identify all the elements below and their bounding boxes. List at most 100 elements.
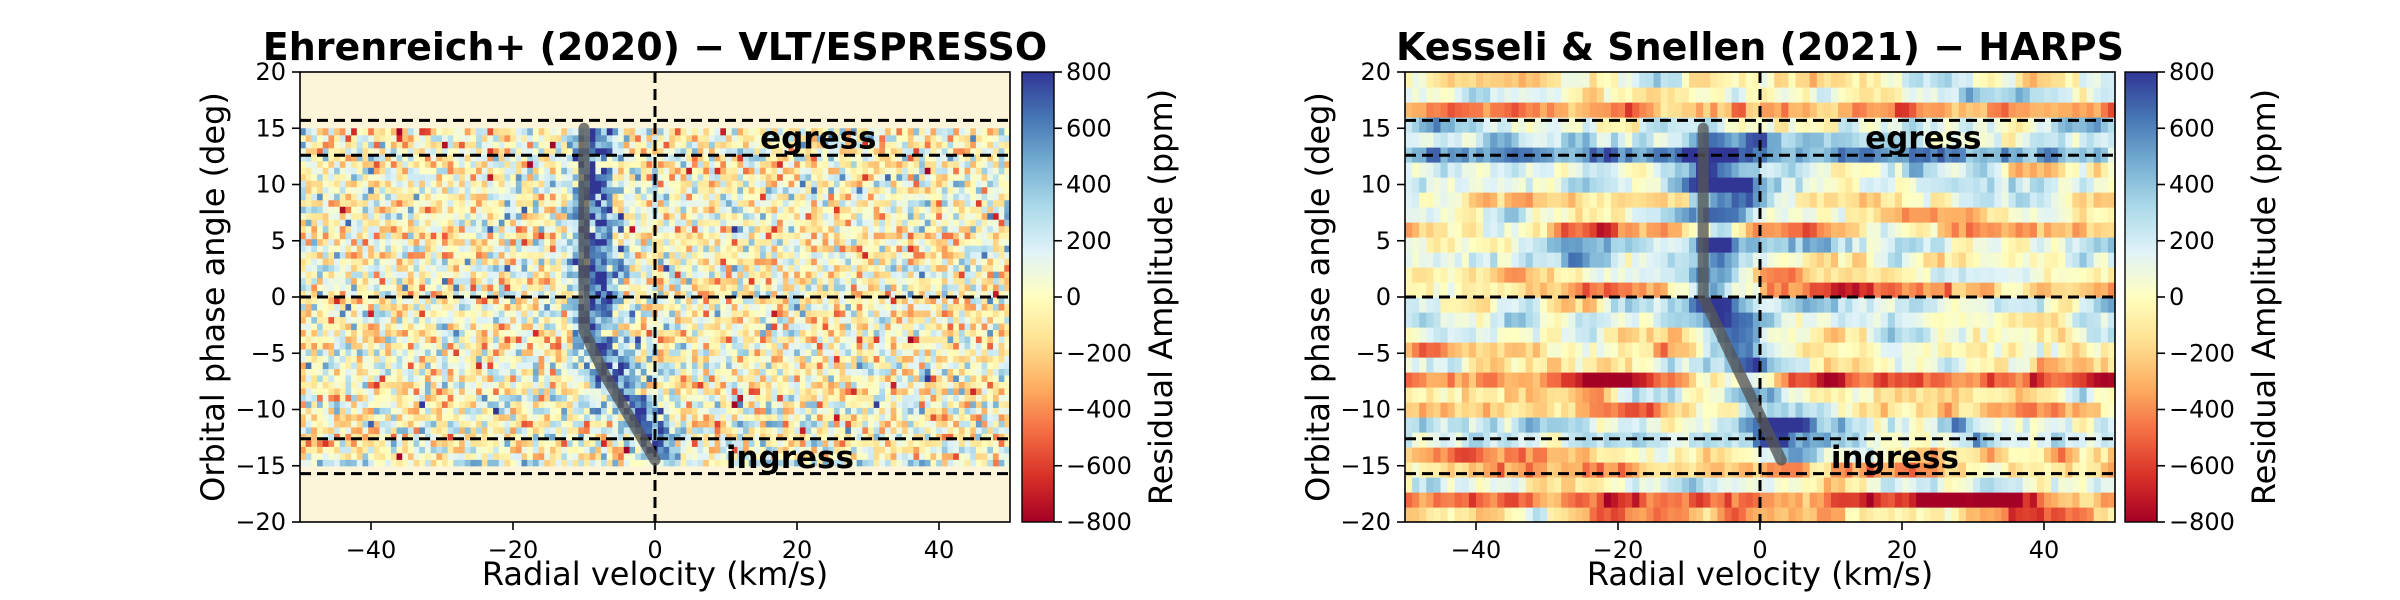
heatmap-cell	[549, 251, 557, 259]
heatmap-cell	[686, 316, 693, 324]
heatmap-cell	[476, 420, 483, 428]
heatmap-cell	[782, 258, 790, 266]
heatmap-cell	[635, 206, 642, 214]
heatmap-cell	[850, 290, 858, 298]
heatmap-cell	[924, 329, 932, 337]
heatmap-cell	[975, 271, 983, 279]
heatmap-cell	[964, 264, 971, 272]
heatmap-cell	[322, 394, 329, 402]
heatmap-cell	[532, 355, 540, 363]
heatmap-cell	[396, 316, 403, 324]
heatmap-cell	[351, 206, 358, 214]
heatmap-cell	[862, 387, 869, 395]
heatmap-cell	[339, 387, 347, 395]
heatmap-cell	[913, 290, 920, 298]
heatmap-cell	[566, 348, 574, 357]
heatmap-cell	[850, 329, 858, 337]
heatmap-cell	[538, 271, 545, 279]
heatmap-cell	[572, 284, 579, 292]
heatmap-cell	[896, 225, 903, 233]
heatmap-cell	[402, 459, 409, 467]
heatmap-cell	[464, 251, 471, 259]
heatmap-cell	[606, 452, 613, 460]
heatmap-cell	[777, 368, 784, 376]
heatmap-cell	[743, 316, 750, 324]
heatmap-cell	[544, 374, 551, 382]
heatmap-cell	[481, 212, 489, 220]
heatmap-cell	[515, 232, 523, 240]
heatmap-cell	[436, 348, 443, 357]
heatmap-cell	[998, 271, 1005, 279]
heatmap-cell	[731, 322, 738, 331]
heatmap-cell	[902, 452, 909, 460]
heatmap-cell	[987, 426, 994, 434]
heatmap-cell	[589, 219, 596, 227]
heatmap-cell	[311, 206, 318, 214]
heatmap-cell	[640, 303, 648, 311]
heatmap-cell	[606, 400, 613, 408]
heatmap-cell	[544, 433, 551, 441]
heatmap-cell	[743, 225, 750, 233]
heatmap-cell	[833, 225, 841, 233]
heatmap-cell	[390, 238, 398, 246]
heatmap-cell	[487, 459, 494, 467]
heatmap-cell	[1004, 258, 1010, 266]
heatmap-cell	[890, 322, 897, 331]
heatmap-cell	[663, 342, 670, 350]
heatmap-cell	[953, 355, 960, 363]
heatmap-cell	[913, 316, 920, 324]
heatmap-cell	[816, 277, 824, 285]
heatmap-cell	[805, 420, 812, 428]
heatmap-cell	[726, 413, 733, 421]
heatmap-cell	[680, 329, 687, 337]
heatmap-cell	[748, 284, 755, 292]
heatmap-cell	[601, 219, 608, 227]
heatmap-cell	[953, 433, 960, 441]
heatmap-cell	[407, 225, 415, 233]
heatmap-cell	[845, 212, 852, 220]
heatmap-cell	[805, 245, 812, 253]
heatmap-cell	[578, 400, 585, 408]
heatmap-cell	[538, 219, 545, 227]
heatmap-cell	[493, 387, 500, 395]
heatmap-cell	[442, 368, 449, 376]
heatmap-cell	[953, 348, 960, 357]
heatmap-cell	[873, 206, 880, 214]
heatmap-cell	[754, 206, 761, 214]
heatmap-cell	[799, 219, 807, 227]
heatmap-cell	[862, 329, 869, 337]
heatmap-cell	[532, 407, 540, 415]
heatmap-cell	[691, 348, 699, 357]
heatmap-cell	[839, 394, 846, 402]
heatmap-cell	[975, 238, 983, 246]
heatmap-cell	[691, 407, 699, 415]
heatmap-cell	[975, 387, 983, 395]
heatmap-cell	[385, 322, 392, 331]
heatmap-cell	[856, 361, 863, 369]
heatmap-cell	[828, 232, 835, 240]
heatmap-cell	[493, 322, 500, 331]
heatmap-cell	[799, 212, 807, 220]
heatmap-cell	[879, 225, 886, 233]
heatmap-cell	[618, 219, 625, 227]
heatmap-cell	[737, 387, 744, 395]
heatmap-cell	[936, 297, 943, 305]
heatmap-cell	[987, 381, 994, 389]
heatmap-cell	[953, 245, 960, 253]
heatmap-cell	[896, 381, 903, 389]
heatmap-cell	[743, 374, 750, 382]
heatmap-cell	[368, 206, 375, 214]
heatmap-cell	[924, 322, 932, 331]
heatmap-cell	[635, 400, 642, 408]
heatmap-cell	[328, 206, 335, 214]
heatmap-cell	[317, 400, 324, 408]
heatmap-cell	[862, 407, 869, 415]
heatmap-cell	[907, 232, 915, 240]
heatmap-cell	[504, 309, 511, 318]
heatmap-cell	[470, 446, 477, 454]
heatmap-cell	[407, 374, 415, 382]
heatmap-cell	[714, 271, 721, 279]
heatmap-cell	[1004, 251, 1010, 259]
heatmap-cell	[601, 245, 608, 253]
heatmap-cell	[697, 387, 704, 395]
